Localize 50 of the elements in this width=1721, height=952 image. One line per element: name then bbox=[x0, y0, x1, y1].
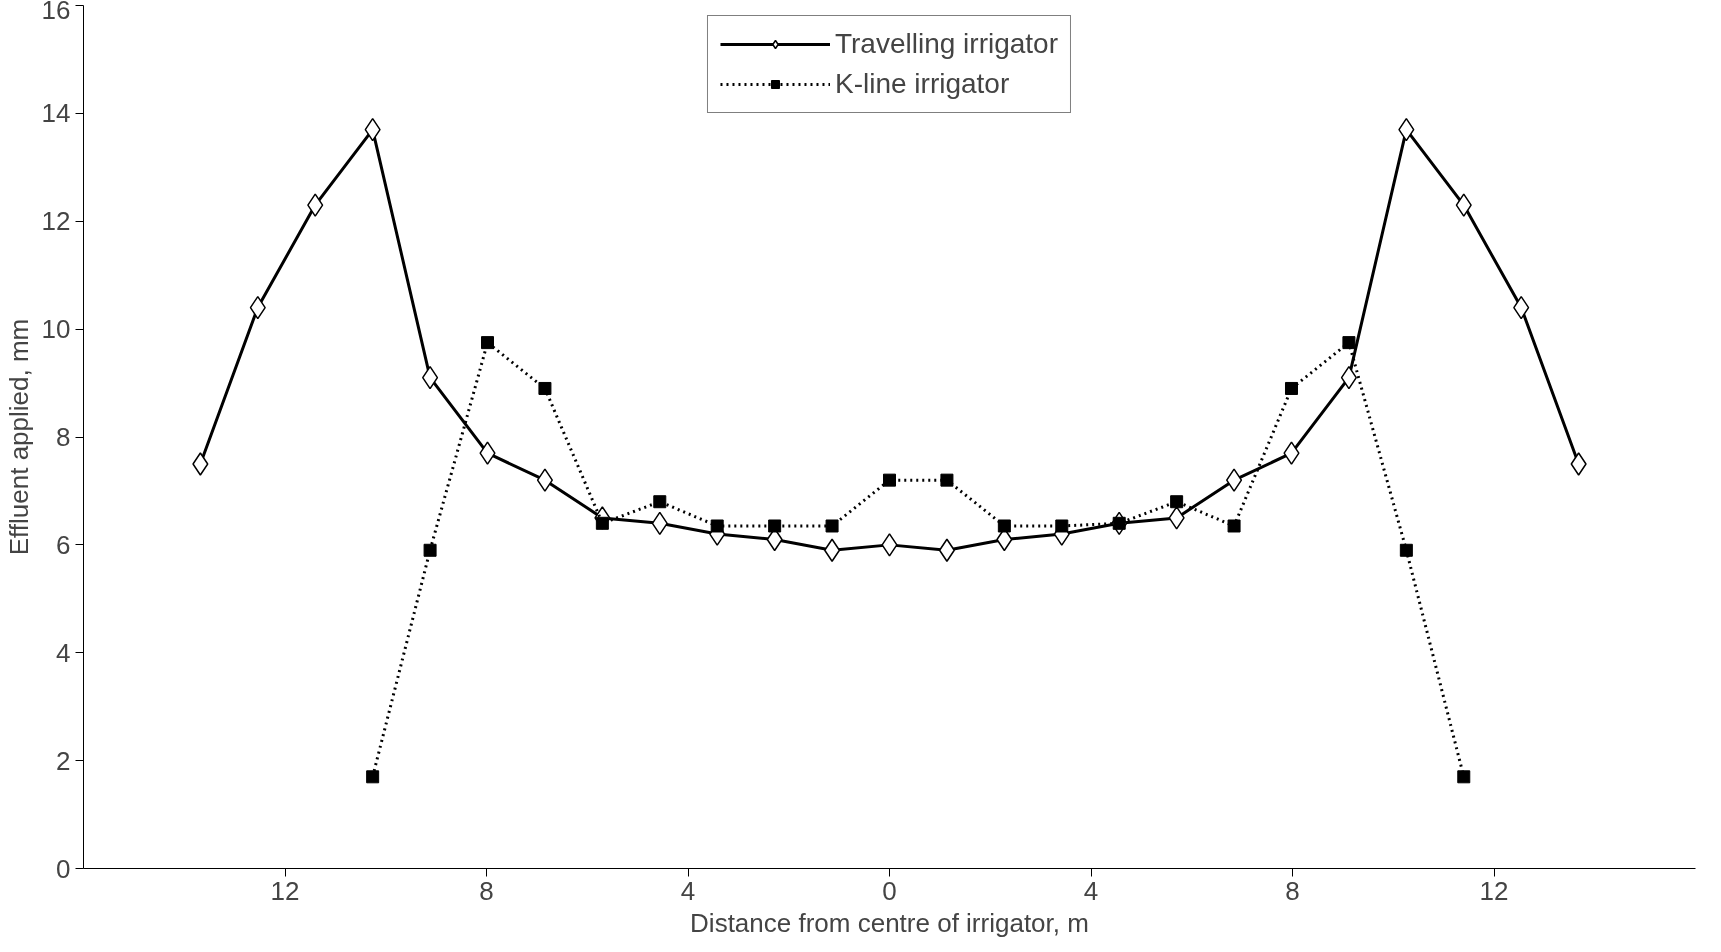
y-tick-label: 4 bbox=[56, 637, 71, 668]
point bbox=[1570, 452, 1587, 476]
y-tick-label: 6 bbox=[56, 529, 71, 560]
y-tick-label: 16 bbox=[41, 0, 71, 25]
x-tick-label: 8 bbox=[1285, 875, 1300, 906]
x-axis-title: Distance from centre of irrigator, m bbox=[690, 907, 1089, 938]
point bbox=[1342, 336, 1356, 350]
point bbox=[1284, 381, 1298, 395]
point bbox=[538, 381, 552, 395]
point bbox=[481, 336, 495, 350]
point bbox=[823, 538, 841, 563]
point bbox=[881, 533, 898, 557]
point bbox=[1457, 770, 1471, 784]
point bbox=[710, 519, 724, 533]
y-tick-label: 12 bbox=[41, 206, 71, 237]
x-tick-label: 0 bbox=[882, 875, 897, 906]
point bbox=[1055, 519, 1069, 533]
x-tick-label: 4 bbox=[1083, 875, 1099, 906]
point bbox=[307, 193, 324, 217]
point bbox=[1455, 193, 1472, 217]
x-tick-label: 12 bbox=[1479, 875, 1509, 906]
point bbox=[423, 543, 437, 557]
y-axis-title: Effluent applied, mm bbox=[3, 318, 34, 556]
x-tick-label: 8 bbox=[479, 875, 494, 906]
y-tick-label: 8 bbox=[56, 422, 71, 452]
y-tick-label: 2 bbox=[56, 745, 71, 776]
x-tick-label: 12 bbox=[270, 875, 300, 906]
y-tick-label: 0 bbox=[56, 853, 71, 884]
point bbox=[938, 538, 956, 563]
y-tick-label: 14 bbox=[41, 98, 71, 129]
legend-label: K-line irrigator bbox=[834, 68, 1010, 100]
point bbox=[479, 441, 496, 465]
point bbox=[1227, 519, 1241, 533]
point bbox=[997, 519, 1011, 533]
point bbox=[192, 452, 209, 476]
point bbox=[366, 770, 380, 784]
point bbox=[825, 519, 839, 533]
point bbox=[883, 473, 896, 487]
point bbox=[768, 519, 782, 533]
point bbox=[1168, 506, 1185, 530]
legend-label: Travelling irrigator bbox=[834, 28, 1059, 60]
x-tick-label: 4 bbox=[680, 875, 696, 906]
point bbox=[1225, 468, 1243, 492]
point bbox=[653, 495, 667, 509]
point bbox=[940, 473, 954, 487]
point bbox=[1399, 543, 1413, 557]
point bbox=[536, 468, 554, 492]
point bbox=[1283, 441, 1300, 465]
point bbox=[1170, 495, 1184, 509]
y-tick-label: 10 bbox=[41, 314, 71, 345]
